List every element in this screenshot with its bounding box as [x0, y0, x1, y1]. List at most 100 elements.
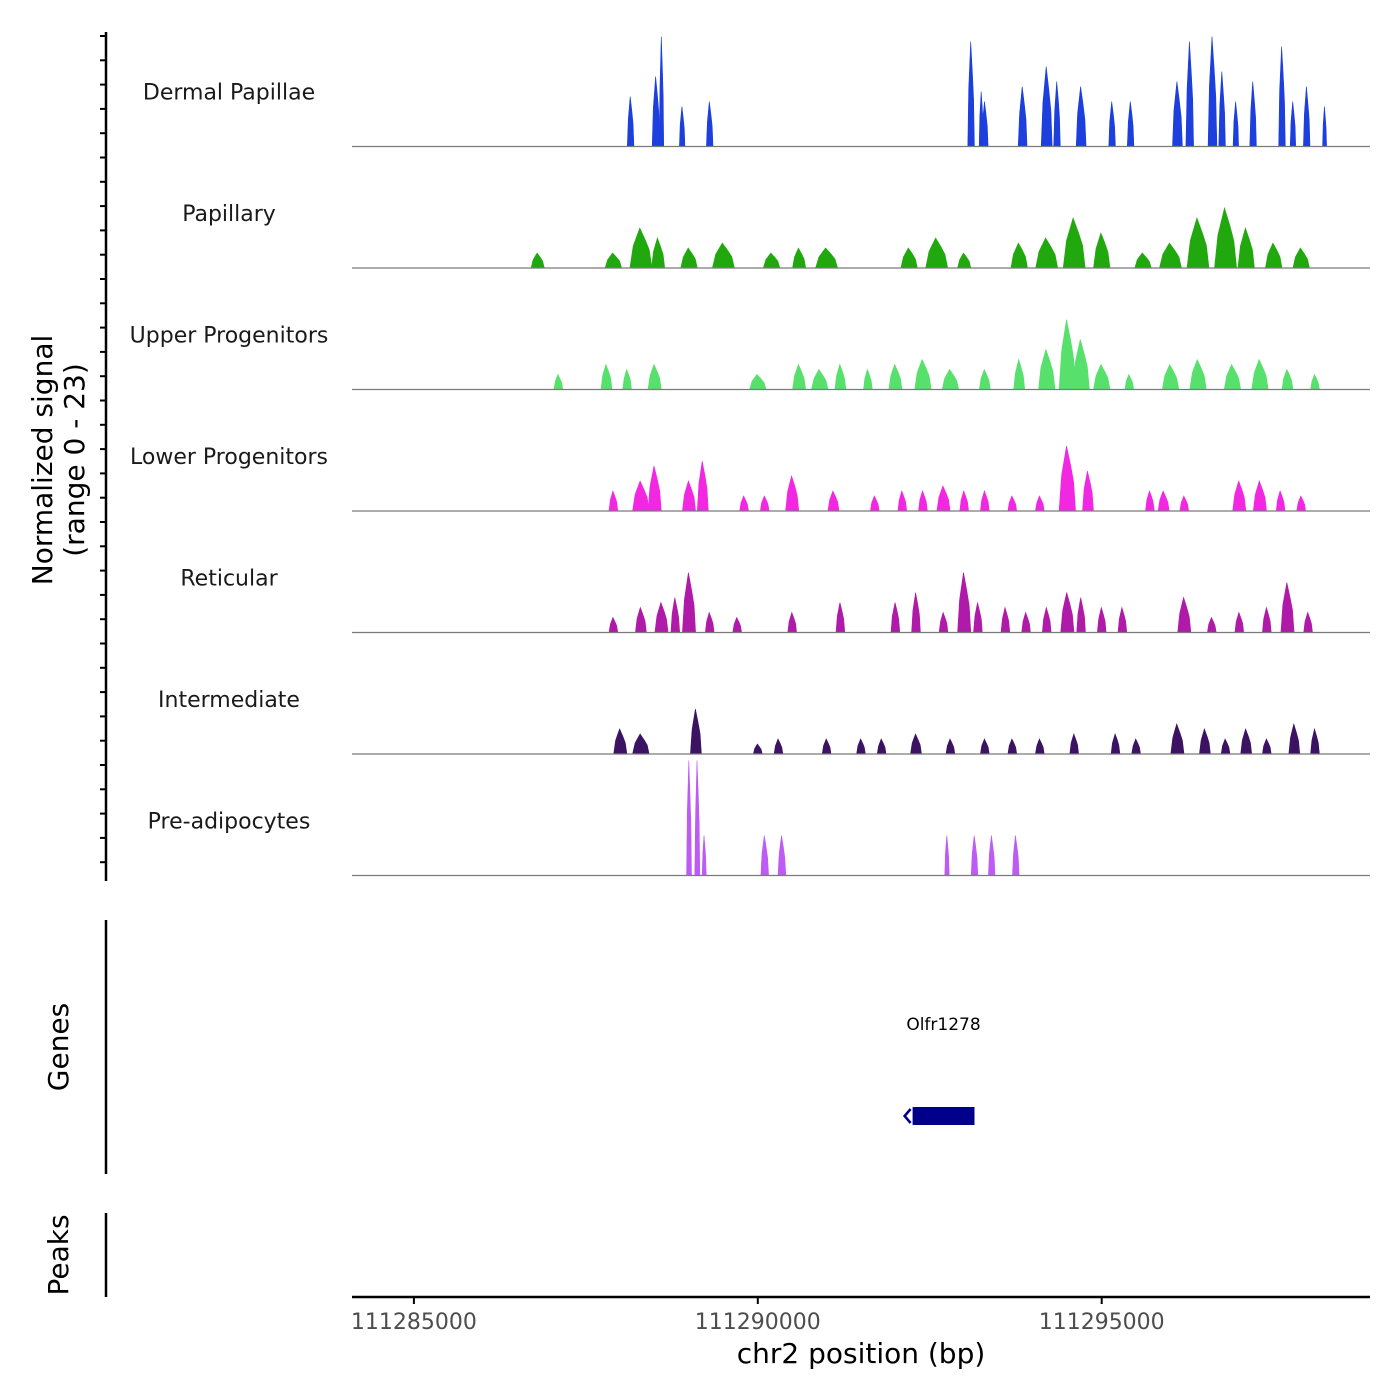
signal-peak [1223, 363, 1242, 390]
signal-peak [1186, 217, 1210, 269]
coverage-y-ticks [100, 35, 106, 864]
signal-peak [753, 743, 763, 755]
signal-peak [680, 247, 698, 269]
signal-peak [792, 247, 807, 269]
signal-peak [694, 760, 701, 876]
signal-peak [1007, 495, 1018, 512]
signal-peak [1237, 226, 1255, 269]
track-papillary: Papillary [182, 202, 1370, 269]
signal-peak [629, 227, 653, 269]
signal-peak [622, 368, 632, 390]
signal-peak [760, 835, 769, 876]
signal-peak [1076, 597, 1086, 633]
signal-peak [1072, 339, 1090, 390]
signal-peak [553, 373, 564, 390]
signal-peak [1214, 206, 1237, 269]
signal-peak [682, 480, 696, 512]
signal-peak [759, 495, 770, 512]
signal-peak [1172, 81, 1183, 147]
signal-peak [1288, 722, 1301, 755]
signal-peak [749, 374, 767, 390]
signal-peak [925, 237, 949, 269]
track-label: Lower Progenitors [130, 445, 328, 470]
signal-peak [604, 252, 622, 269]
track-pre-adipocytes: Pre-adipocytes [148, 760, 1370, 877]
signal-peak [682, 572, 696, 633]
signal-peak [658, 36, 665, 147]
x-axis-title: chr2 position (bp) [737, 1337, 986, 1370]
signal-peak [945, 738, 956, 755]
signal-peak [1069, 733, 1079, 755]
signal-peak [1303, 86, 1311, 147]
signal-peak [944, 835, 950, 876]
signal-peak [957, 252, 972, 269]
signal-peak [647, 465, 662, 512]
signal-peak [1058, 445, 1076, 512]
x-tick-label: 111295000 [1039, 1310, 1165, 1335]
signal-peak [1207, 616, 1217, 633]
signal-peak [1159, 242, 1182, 269]
signal-peak [787, 611, 797, 633]
signal-peak [897, 490, 908, 512]
signal-peak [856, 738, 866, 755]
signal-peak [910, 733, 922, 755]
signal-peak [1177, 596, 1192, 633]
signal-peak [1012, 835, 1020, 876]
signal-peak [651, 237, 666, 269]
signal-peak [1310, 373, 1320, 390]
signal-peak [1234, 611, 1245, 633]
signal-peak [957, 572, 972, 633]
signal-peak [635, 606, 647, 633]
signal-peak [632, 733, 650, 755]
signal-peak [651, 76, 661, 147]
track-label: Reticular [180, 567, 278, 592]
signal-peak [792, 363, 807, 390]
signal-peak [1010, 242, 1028, 269]
signal-peak [835, 602, 846, 633]
genes-panel-label: Genes [42, 1003, 75, 1091]
signal-peak [1265, 242, 1283, 269]
signal-peak [762, 252, 781, 269]
signal-peak [1189, 358, 1207, 390]
signal-peak [670, 597, 681, 633]
signal-peak [608, 616, 619, 633]
signal-peak [1262, 738, 1272, 755]
signal-peak [918, 490, 928, 512]
signal-peak [821, 738, 832, 755]
signal-peak [1252, 480, 1267, 512]
signal-peak [1007, 738, 1018, 755]
signal-peak [959, 490, 969, 512]
signal-peak [978, 368, 991, 390]
signal-peak [1035, 237, 1059, 269]
x-tick-label: 111285000 [351, 1310, 477, 1335]
signal-peak [1093, 232, 1111, 269]
signal-peak [1170, 723, 1185, 755]
signal-peak [900, 247, 918, 269]
signal-peak [988, 835, 996, 876]
signal-peak [1075, 86, 1087, 147]
signal-peak [712, 242, 735, 269]
signal-peak [1041, 606, 1052, 633]
signal-peak [870, 495, 880, 512]
signal-peak [914, 358, 932, 390]
signal-peak [696, 460, 709, 512]
signal-peak [632, 480, 650, 512]
signal-peak [1275, 490, 1286, 512]
y-axis-title-line1: Normalized signal [26, 335, 59, 586]
signal-peak [1017, 86, 1028, 147]
signal-peak [1179, 495, 1190, 512]
signal-peak [706, 101, 714, 147]
signal-peak [690, 708, 702, 755]
signal-peak [1281, 368, 1294, 390]
signal-peak [739, 495, 749, 512]
signal-peak [827, 490, 840, 512]
signal-peak [773, 738, 784, 755]
signal-peak [777, 835, 787, 876]
signal-peak [967, 41, 975, 147]
signal-peak [815, 247, 838, 269]
strand-arrow-icon [902, 1108, 912, 1124]
signal-peak [1157, 490, 1170, 512]
signal-peak [1035, 495, 1045, 512]
track-label: Papillary [182, 202, 276, 227]
signal-peak [876, 738, 887, 755]
